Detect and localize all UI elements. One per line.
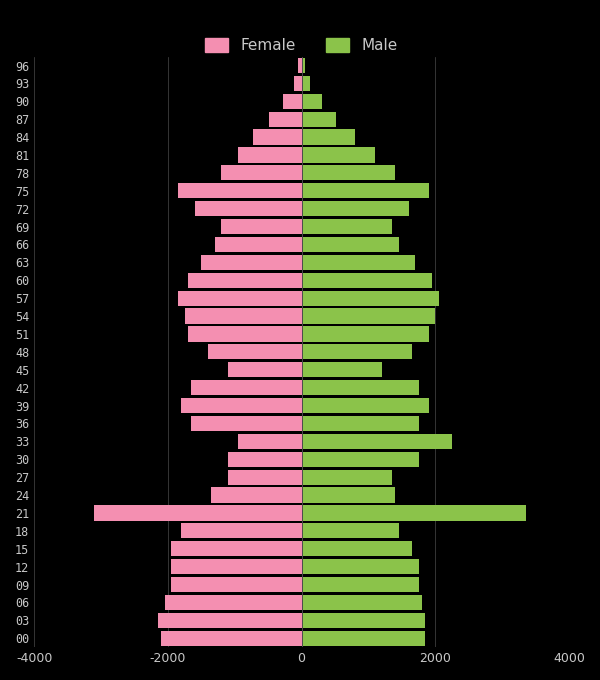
Legend: Female, Male: Female, Male [199,32,404,59]
Bar [171,577,302,592]
Bar [269,112,302,126]
Bar [302,577,419,592]
Bar [302,255,415,270]
Bar [302,165,395,180]
Bar [302,112,337,126]
Bar [302,559,419,574]
Bar [191,416,302,431]
Bar [302,237,398,252]
Bar [293,75,302,91]
Bar [188,326,302,341]
Bar [302,452,419,467]
Bar [201,255,302,270]
Bar [215,237,302,252]
Bar [302,273,432,288]
Bar [302,630,425,646]
Bar [158,613,302,628]
Bar [302,488,395,503]
Bar [221,219,302,234]
Bar [302,469,392,485]
Bar [253,129,302,145]
Bar [178,290,302,306]
Bar [302,326,428,341]
Bar [302,362,382,377]
Bar [302,290,439,306]
Bar [302,523,398,539]
Bar [302,613,425,628]
Bar [302,309,436,324]
Bar [302,219,392,234]
Bar [181,523,302,539]
Bar [302,416,419,431]
Bar [302,505,526,520]
Bar [221,165,302,180]
Bar [211,488,302,503]
Bar [283,94,302,109]
Bar [181,398,302,413]
Bar [302,201,409,216]
Bar [178,183,302,199]
Bar [161,630,302,646]
Bar [302,183,428,199]
Bar [185,309,302,324]
Bar [302,58,305,73]
Bar [298,58,302,73]
Bar [302,148,375,163]
Bar [238,434,302,449]
Bar [228,362,302,377]
Bar [188,273,302,288]
Bar [302,541,412,556]
Bar [171,559,302,574]
Bar [302,129,355,145]
Bar [302,380,419,395]
Bar [238,148,302,163]
Bar [302,595,422,610]
Bar [302,94,322,109]
Bar [208,344,302,360]
Bar [228,469,302,485]
Bar [302,398,428,413]
Bar [302,434,452,449]
Bar [228,452,302,467]
Bar [164,595,302,610]
Bar [171,541,302,556]
Bar [191,380,302,395]
Bar [94,505,302,520]
Bar [194,201,302,216]
Bar [302,344,412,360]
Bar [302,75,310,91]
